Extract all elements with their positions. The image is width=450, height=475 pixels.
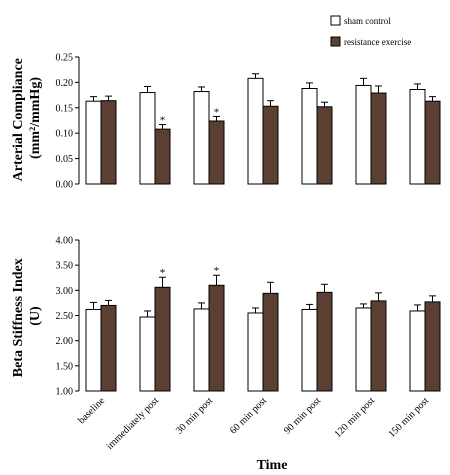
beta-stiffness-y-tick-label-5: 3.50 [56,261,74,272]
legend-label-sham-control: sham control [344,16,391,26]
beta-stiffness-bar-sham-4 [301,308,318,392]
beta-stiffness-y-tick-label-3: 2.50 [56,311,74,322]
arterial-compliance-y-tick-label-5: 0.25 [56,53,74,64]
arterial-compliance-bar-exercise-1 [154,128,171,185]
arterial-compliance-y-tick-label-4: 0.20 [56,78,74,89]
beta-stiffness-bar-exercise-4 [316,291,333,392]
arterial-compliance-y-tick-label-2: 0.10 [56,129,74,140]
category-label-1: immediately post [104,395,161,452]
beta-stiffness-y-title-line-1: Beta Stiffness Index [11,258,26,377]
arterial-compliance-y-tick-label-0: 0.00 [56,180,74,191]
beta-stiffness-bar-exercise-3 [262,292,279,392]
beta-stiffness-chart: Beta Stiffness Index (U) 1.00 1.50 2.00 2.5… [11,236,441,398]
beta-stiffness-bar-sham-0 [85,308,102,392]
category-label-5: 120 min post [332,395,377,440]
arterial-compliance-chart: Arterial Compliance (mm²/mmHg) 0.00 0.05 0… [11,53,441,191]
arterial-compliance-y-title-line-1: Arterial Compliance [11,58,26,181]
legend-swatch-sham-control [330,15,341,26]
category-label-0: baseline [76,395,107,426]
beta-stiffness-bar-exercise-2 [208,284,225,392]
arterial-compliance-y-title: Arterial Compliance (mm²/mmHg) [11,55,43,182]
beta-stiffness-y-tick-label-2: 2.00 [56,336,74,347]
beta-stiffness-y-tick-label-6: 4.00 [56,236,74,247]
beta-stiffness-y-tick-label-0: 1.00 [56,387,74,398]
arterial-compliance-significance-2: * [214,106,220,118]
beta-stiffness-bar-exercise-0 [100,304,117,392]
arterial-compliance-bar-sham-0 [85,100,102,185]
arterial-compliance-bar-sham-4 [301,87,318,185]
arterial-compliance-bar-exercise-0 [100,100,117,185]
beta-stiffness-y-title: Beta Stiffness Index (U) [11,255,43,378]
category-label-6: 150 min post [386,395,431,440]
beta-stiffness-bar-sham-6 [409,310,426,392]
arterial-compliance-bar-sham-6 [409,89,426,185]
beta-stiffness-significance-2: * [214,265,220,277]
arterial-compliance-y-title-line-2: (mm²/mmHg) [28,77,43,159]
arterial-compliance-bar-exercise-3 [262,105,279,185]
legend: sham control resistance exercise [330,15,411,47]
category-label-4: 90 min post [282,395,323,436]
legend-swatch-resistance-exercise [330,36,341,47]
arterial-compliance-bar-sham-1 [139,92,156,185]
category-label-2: 30 min post [174,395,215,436]
arterial-compliance-y-tick-label-1: 0.05 [56,154,74,165]
arterial-compliance-bar-exercise-2 [208,120,225,185]
beta-stiffness-bar-sham-2 [193,308,210,392]
beta-stiffness-bar-exercise-6 [424,301,441,392]
arterial-compliance-bar-sham-3 [247,77,264,185]
beta-stiffness-y-tick-label-1: 1.50 [56,361,74,372]
beta-stiffness-bar-sham-5 [355,307,372,392]
legend-label-resistance-exercise: resistance exercise [344,37,411,47]
arterial-compliance-bar-exercise-5 [370,92,387,185]
beta-stiffness-y-title-line-2: (U) [28,306,43,326]
arterial-compliance-bar-sham-5 [355,84,372,185]
beta-stiffness-bar-exercise-5 [370,300,387,392]
arterial-compliance-y-tick-label-3: 0.15 [56,103,74,114]
x-axis-title: Time [257,458,288,473]
arterial-compliance-bar-exercise-4 [316,106,333,185]
beta-stiffness-bar-sham-1 [139,316,156,392]
beta-stiffness-bar-sham-3 [247,312,264,392]
beta-stiffness-bar-exercise-1 [154,286,171,392]
category-label-3: 60 min post [228,395,269,436]
arterial-compliance-significance-1: * [160,115,166,127]
beta-stiffness-significance-1: * [160,267,166,279]
arterial-compliance-bar-exercise-6 [424,100,441,185]
arterial-compliance-bar-sham-2 [193,91,210,185]
beta-stiffness-y-tick-label-4: 3.00 [56,286,74,297]
